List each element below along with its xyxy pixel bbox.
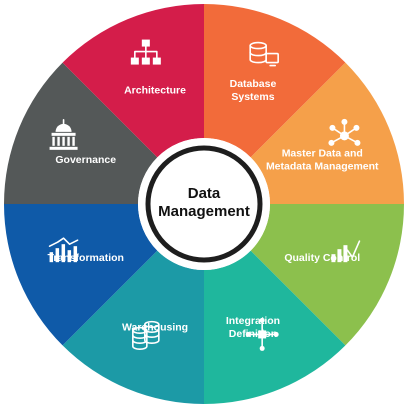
segment-database-systems bbox=[204, 4, 346, 158]
center-title-line1: Data bbox=[188, 185, 221, 202]
capitol-building-icon bbox=[49, 119, 78, 150]
segment-label-transformation: Transformation bbox=[48, 252, 124, 264]
database-monitor-icon bbox=[249, 41, 279, 67]
segment-architecture bbox=[62, 4, 204, 158]
trend-bars-icon bbox=[48, 237, 79, 263]
segment-warehousing bbox=[62, 250, 204, 404]
bar-chart-check-icon bbox=[331, 240, 361, 263]
segment-label-master-data: Metadata Management bbox=[266, 161, 379, 173]
segment-label-master-data: Master Data and bbox=[282, 148, 363, 160]
segment-label-database-systems: Systems bbox=[231, 91, 274, 103]
segment-label-integration-definition: Definition bbox=[229, 328, 277, 340]
segment-label-architecture: Architecture bbox=[124, 85, 186, 97]
segment-quality-control bbox=[250, 204, 404, 346]
segment-label-governance: Governance bbox=[55, 154, 116, 166]
segment-transformation bbox=[4, 204, 158, 346]
segment-label-warehousing: Warehousing bbox=[122, 321, 188, 333]
segment-label-quality-control: Quality Control bbox=[284, 252, 360, 264]
segment-label-database-systems: Database bbox=[230, 78, 277, 90]
database-stack-icon bbox=[132, 320, 160, 351]
segment-governance bbox=[4, 62, 158, 204]
segment-master-data bbox=[250, 62, 404, 204]
segment-integration-definition bbox=[204, 250, 346, 404]
hierarchy-icon bbox=[130, 39, 161, 65]
segment-label-integration-definition: Integration bbox=[226, 315, 280, 327]
integration-nodes-icon bbox=[245, 317, 279, 351]
center-hub bbox=[145, 145, 263, 263]
network-hub-icon bbox=[328, 118, 361, 146]
center-title-line2: Management bbox=[158, 203, 250, 220]
